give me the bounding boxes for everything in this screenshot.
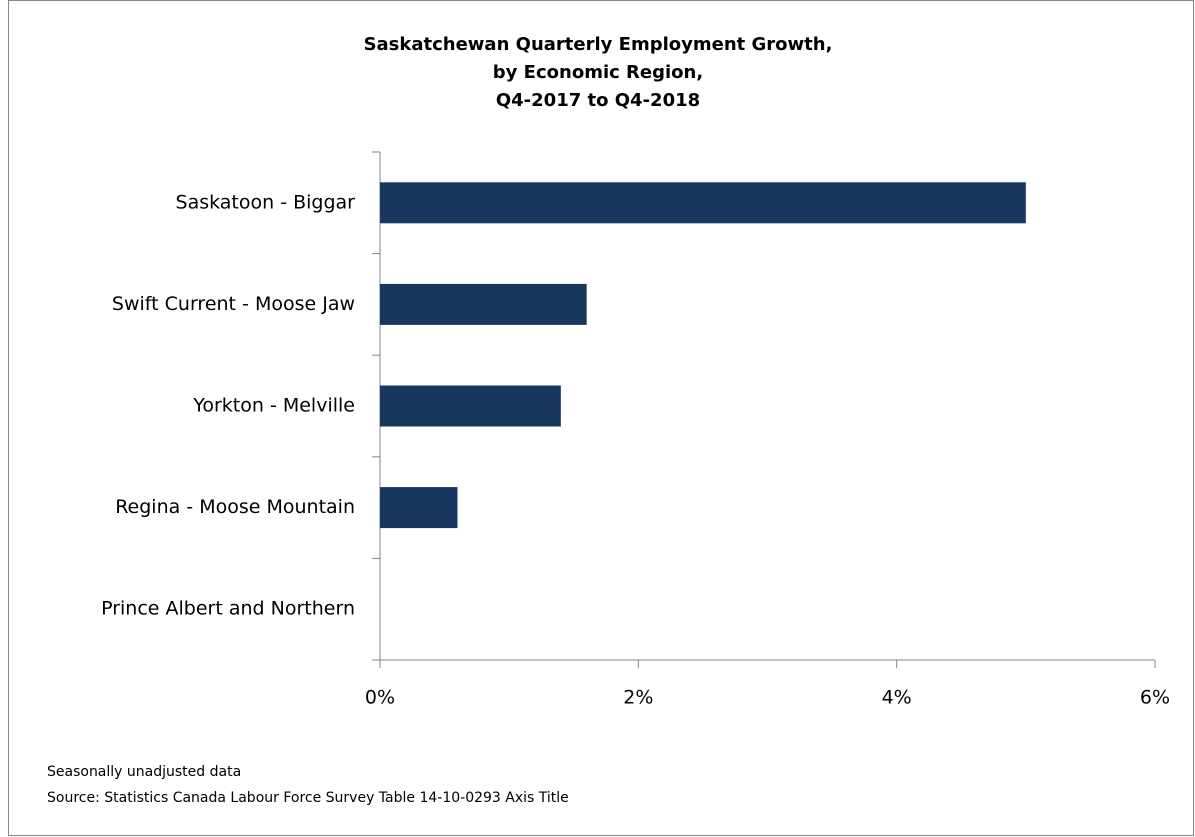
chart-title: by Economic Region, (493, 62, 703, 83)
chart-title: Saskatchewan Quarterly Employment Growth… (364, 34, 833, 55)
y-tick-label: Saskatoon - Biggar (176, 191, 356, 213)
y-tick-label: Prince Albert and Northern (101, 598, 355, 620)
chart-title: Q4-2017 to Q4-2018 (496, 90, 700, 111)
y-tick-label: Regina - Moose Mountain (115, 496, 355, 518)
chart-border (8, 0, 1194, 836)
bar (380, 487, 458, 529)
y-tick-label: Yorkton - Melville (192, 395, 355, 417)
bar (380, 182, 1026, 224)
bar (380, 283, 587, 325)
bar (380, 385, 561, 427)
footnote: Seasonally unadjusted data (47, 764, 241, 780)
y-tick-label: Swift Current - Moose Jaw (112, 293, 355, 315)
x-tick-label: 6% (1140, 687, 1170, 709)
x-tick-label: 0% (365, 687, 395, 709)
x-tick-label: 2% (623, 687, 653, 709)
x-tick-label: 4% (882, 687, 912, 709)
footnote: Source: Statistics Canada Labour Force S… (47, 790, 569, 806)
